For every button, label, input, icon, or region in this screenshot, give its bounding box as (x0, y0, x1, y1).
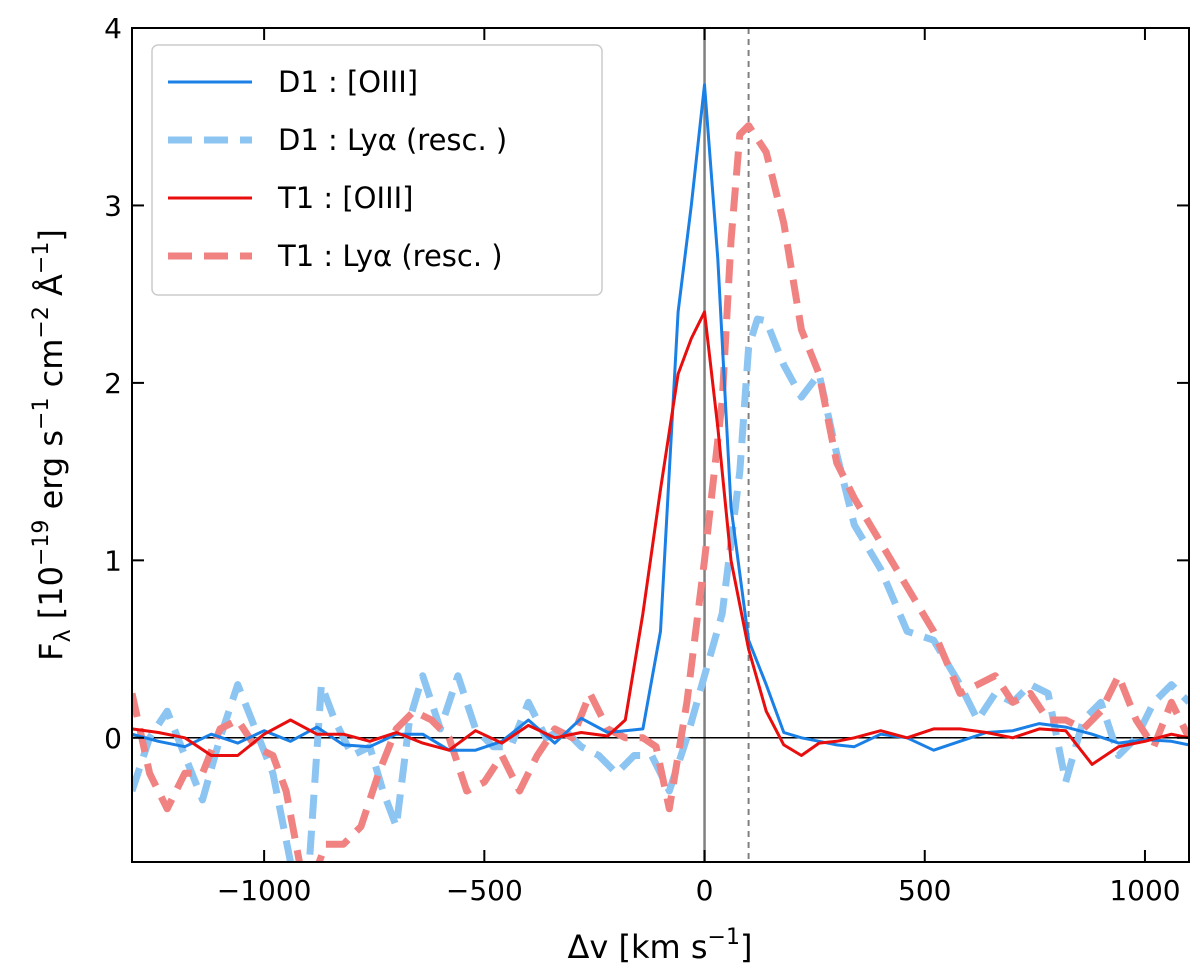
series-line-1 (132, 83, 1189, 752)
y-tick-label: 1 (104, 544, 122, 577)
y-tick-label: 4 (104, 12, 122, 45)
series-line-2 (132, 315, 1189, 862)
series-layer (132, 83, 1189, 862)
legend-label: D1 : Lyα (resc. ) (278, 123, 507, 157)
x-axis-label: Δv [km s−1] (568, 925, 753, 966)
y-tick-label: 2 (104, 367, 122, 400)
legend-label: D1 : [OIII] (278, 65, 418, 99)
legend-box (151, 44, 603, 296)
x-tick-label: −500 (446, 874, 523, 907)
legend-label: T1 : [OIII] (277, 181, 413, 215)
x-tick-label: −1000 (217, 874, 312, 907)
y-tick-label: 3 (104, 189, 122, 222)
x-tick-label: 500 (898, 874, 951, 907)
series-line-4 (132, 122, 1189, 862)
ticks-layer: −1000 −500 0 500 1000 0 1 2 3 4 (104, 12, 1189, 907)
legend: D1 : [OIII] D1 : Lyα (resc. ) T1 : [OIII] T… (151, 44, 603, 296)
y-tick-label: 0 (104, 722, 122, 755)
legend-label: T1 : Lyα (resc. ) (277, 239, 503, 273)
plot-frame (131, 27, 1190, 863)
y-axis-label: Fλ [10−19 erg s−1 cm−2 Å−1] (29, 229, 76, 661)
series-line-3 (132, 310, 1189, 766)
x-tick-label: 0 (696, 874, 714, 907)
x-tick-label: 1000 (1109, 874, 1180, 907)
